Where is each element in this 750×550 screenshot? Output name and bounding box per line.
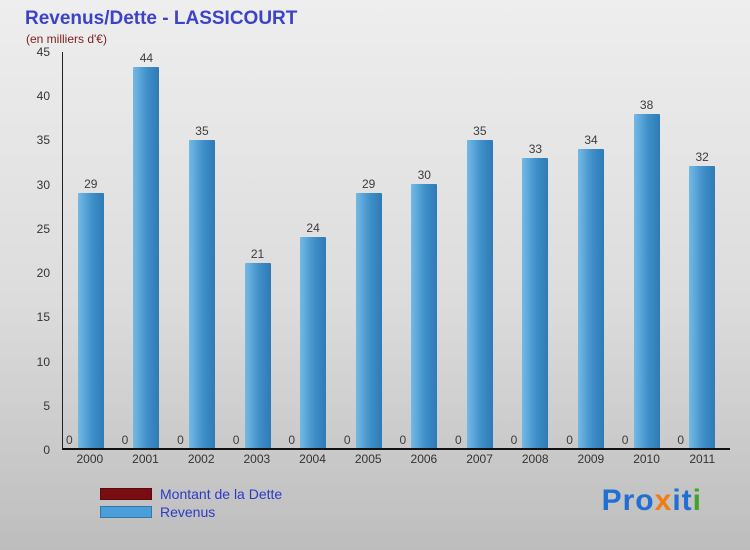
logo-letter: i <box>672 484 682 517</box>
revenue-bar <box>188 140 215 448</box>
bar-column: 44 0 <box>119 52 175 448</box>
revenue-bar <box>522 157 549 448</box>
bar-value-label: 35 <box>195 124 209 138</box>
x-axis-label: 2009 <box>577 452 605 466</box>
x-axis-label: 2003 <box>243 452 271 466</box>
revenue-bar <box>244 263 271 448</box>
chart-title: Revenus/Dette - LASSICOURT <box>25 8 298 29</box>
dette-value-label: 0 <box>232 433 240 447</box>
bar-column: 34 0 <box>563 52 619 448</box>
dette-value-label: 0 <box>510 433 518 447</box>
legend-item: Montant de la Dette <box>100 486 282 502</box>
x-axis-label: 2007 <box>466 452 493 466</box>
x-axis-label: 2004 <box>299 452 326 466</box>
bar-value-label: 24 <box>306 220 320 235</box>
x-axis-label: 2005 <box>354 452 382 466</box>
x-axis-label: 2006 <box>410 452 438 466</box>
bar-value-label: 34 <box>584 132 598 147</box>
logo: Proxiti <box>602 484 702 518</box>
revenue-bar <box>577 148 604 448</box>
logo-letter: i <box>692 484 702 517</box>
plot-area: 29 0 44 0 35 0 21 0 24 0 29 0 30 0 35 0 33 0 34 0 38 0 32 0 <box>62 52 730 450</box>
bar-value-label: 30 <box>417 168 431 183</box>
dette-value-label: 0 <box>621 433 629 447</box>
logo-letter: P <box>601 484 623 517</box>
y-tick-label: 25 <box>36 221 50 236</box>
bar-column: 30 0 <box>396 52 452 448</box>
revenue-bar <box>355 192 382 448</box>
y-tick-label: 10 <box>36 354 50 369</box>
x-axis-label: 2008 <box>521 452 549 466</box>
bar-column: 33 0 <box>508 52 564 448</box>
bar-column: 35 0 <box>452 52 508 448</box>
legend-label: Revenus <box>160 504 216 520</box>
bar-value-label: 44 <box>139 51 154 65</box>
bar-column: 32 0 <box>674 52 730 448</box>
bar-value-label: 33 <box>528 141 543 156</box>
bar-column: 35 0 <box>174 52 230 448</box>
x-axis: 2000 2001 2002 2003 2004 2005 2006 2007 2008 2009… <box>62 452 730 470</box>
dette-value-label: 0 <box>66 433 73 447</box>
dette-value-label: 0 <box>288 433 295 447</box>
dette-value-label: 0 <box>343 433 351 447</box>
bar-column: 29 0 <box>63 52 119 448</box>
dette-value-label: 0 <box>177 433 184 447</box>
revenue-bar <box>411 184 438 448</box>
legend: Montant de la Dette Revenus <box>100 486 282 522</box>
y-tick-label: 0 <box>43 443 50 457</box>
logo-letter: o <box>635 484 655 517</box>
revenue-bar <box>466 140 493 448</box>
dette-value-label: 0 <box>566 433 573 447</box>
bar-value-label: 21 <box>250 247 265 262</box>
logo-letter: t <box>681 484 693 517</box>
dette-value-label: 0 <box>455 433 462 447</box>
legend-swatch <box>100 506 152 518</box>
y-axis: 0 5 10 15 20 25 30 35 40 45 <box>0 45 56 457</box>
revenue-bar <box>300 236 327 448</box>
x-axis-label: 2002 <box>187 452 215 466</box>
revenue-bar <box>633 113 660 448</box>
y-tick-label: 30 <box>36 177 50 192</box>
x-axis-label: 2001 <box>132 452 159 466</box>
revenue-bar <box>689 166 716 448</box>
x-axis-label: 2000 <box>76 452 104 466</box>
bar-value-label: 35 <box>473 124 487 138</box>
y-tick-label: 45 <box>36 45 50 59</box>
bar-column: 29 0 <box>341 52 397 448</box>
bar-column: 21 0 <box>230 52 286 448</box>
x-axis-label: 2010 <box>633 452 660 466</box>
logo-letter: x <box>654 484 673 517</box>
y-tick-label: 20 <box>36 266 50 281</box>
chart-subtitle: (en milliers d'€) <box>26 32 107 46</box>
bar-value-label: 29 <box>362 176 376 191</box>
logo-letter: r <box>622 484 636 517</box>
y-tick-label: 40 <box>36 89 50 104</box>
y-tick-label: 5 <box>43 398 50 413</box>
legend-label: Montant de la Dette <box>160 486 283 502</box>
bar-column: 38 0 <box>619 52 675 448</box>
y-tick-label: 35 <box>36 133 50 148</box>
bar-value-label: 29 <box>84 176 98 191</box>
bar-value-label: 32 <box>695 150 709 165</box>
y-tick-label: 15 <box>36 310 50 325</box>
bar-value-label: 38 <box>639 97 654 112</box>
x-axis-label: 2011 <box>689 452 716 466</box>
dette-value-label: 0 <box>121 433 129 447</box>
dette-value-label: 0 <box>399 433 407 447</box>
legend-swatch <box>100 488 152 500</box>
dette-value-label: 0 <box>677 433 685 447</box>
revenue-bar <box>133 67 160 448</box>
bar-column: 24 0 <box>285 52 341 448</box>
legend-item: Revenus <box>100 504 282 520</box>
revenue-bar <box>77 192 104 448</box>
